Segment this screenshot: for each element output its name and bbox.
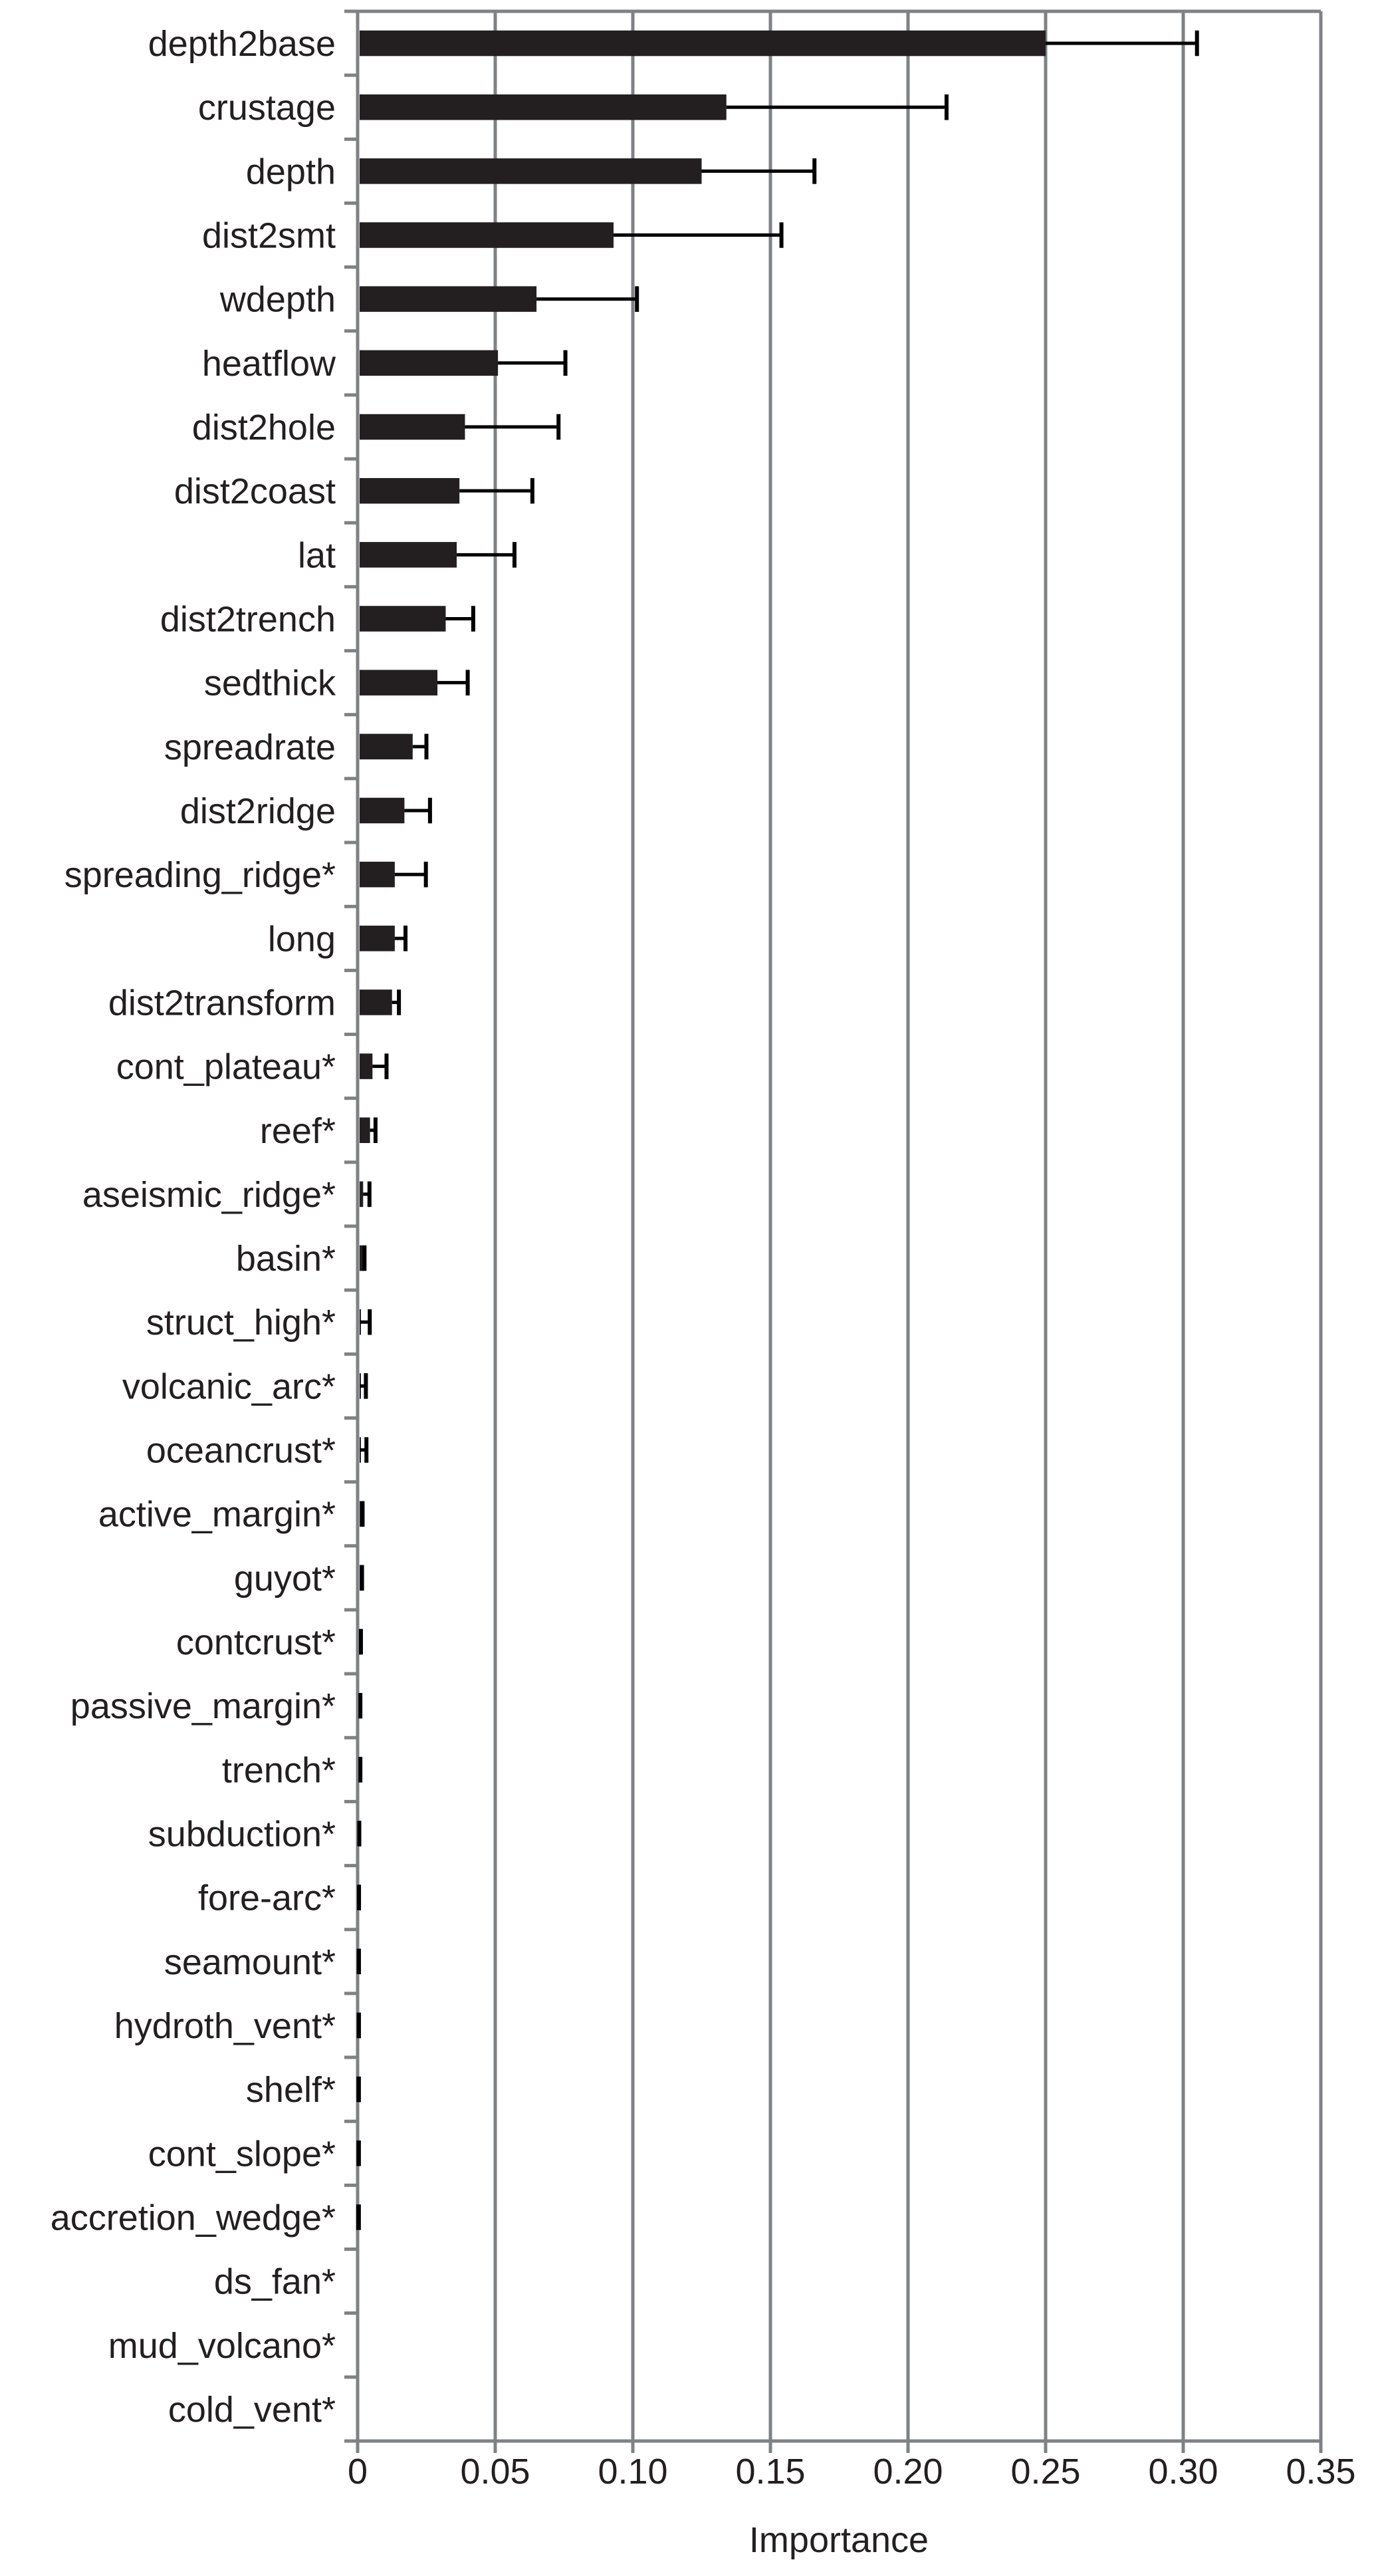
- x-tick-label: 0.25: [1010, 2452, 1080, 2492]
- category-label: mud_volcano*: [108, 2326, 336, 2366]
- x-tick-label: 0.30: [1148, 2452, 1218, 2492]
- category-label: seamount*: [164, 1942, 336, 1982]
- category-label: volcanic_arc*: [122, 1366, 336, 1406]
- bar: [360, 861, 395, 888]
- category-label: ds_fan*: [214, 2262, 336, 2302]
- bar: [360, 1053, 373, 1079]
- x-tick-label: 0.05: [460, 2452, 530, 2492]
- category-label: dist2coast: [174, 471, 336, 511]
- category-label: depth2base: [148, 24, 336, 64]
- bar: [360, 1181, 364, 1208]
- error-bars: [356, 30, 1199, 2230]
- category-label: hydroth_vent*: [114, 2006, 336, 2046]
- bar: [360, 542, 457, 568]
- x-tick-label: 0.35: [1286, 2452, 1355, 2492]
- category-label: passive_margin*: [70, 1686, 336, 1726]
- x-tick-label: 0.10: [598, 2452, 667, 2492]
- bar: [360, 1117, 370, 1143]
- category-label: dist2trench: [160, 600, 336, 640]
- bar: [360, 414, 465, 440]
- bar: [360, 350, 499, 376]
- x-tick-label: 0: [348, 2452, 368, 2492]
- x-axis-label: Importance: [749, 2520, 929, 2560]
- category-label: depth: [246, 152, 336, 192]
- category-label: cont_plateau*: [116, 1047, 336, 1087]
- category-label: active_margin*: [98, 1495, 336, 1535]
- bar: [360, 286, 537, 312]
- bar: [360, 2204, 361, 2230]
- bar: [360, 989, 392, 1015]
- category-label: dist2transform: [108, 983, 336, 1023]
- bar: [360, 606, 446, 632]
- category-label: struct_high*: [146, 1303, 336, 1343]
- category-label: oceancrust*: [146, 1431, 336, 1471]
- bar: [360, 222, 614, 248]
- category-label: dist2hole: [192, 408, 336, 448]
- gridlines: [344, 9, 1323, 2453]
- bar: [360, 670, 438, 696]
- category-label: spreadrate: [164, 727, 336, 767]
- category-label: accretion_wedge*: [51, 2198, 336, 2238]
- category-label: fore-arc*: [198, 1878, 336, 1918]
- category-label: dist2smt: [202, 216, 336, 256]
- category-label: trench*: [222, 1750, 336, 1790]
- category-label: contcrust*: [176, 1622, 336, 1662]
- category-labels: depth2base crustage depth dist2smt wdepth hea…: [51, 24, 336, 2430]
- category-label: cold_vent*: [168, 2390, 336, 2430]
- category-label: sedthick: [204, 664, 336, 704]
- category-label: aseismic_ridge*: [82, 1175, 336, 1215]
- bar: [360, 1245, 364, 1271]
- bar: [360, 733, 413, 760]
- category-label: shelf*: [246, 2070, 336, 2110]
- bar: [360, 926, 395, 952]
- category-label: long: [268, 919, 336, 959]
- bar: [360, 94, 727, 120]
- category-label: spreading_ridge*: [64, 855, 336, 895]
- category-label: wdepth: [219, 280, 336, 320]
- category-label: basin*: [236, 1239, 336, 1279]
- category-label: reef*: [260, 1111, 336, 1151]
- x-tick-label: 0.15: [735, 2452, 805, 2492]
- x-tick-labels: 0 0.05 0.10 0.15 0.20 0.25 0.30 0.35: [348, 2452, 1356, 2492]
- bar: [360, 30, 1046, 57]
- x-tick-label: 0.20: [873, 2452, 943, 2492]
- category-label: lat: [298, 535, 336, 575]
- category-label: subduction*: [148, 1815, 336, 1855]
- bar: [360, 158, 702, 184]
- bar: [360, 797, 405, 824]
- category-label: guyot*: [234, 1559, 336, 1599]
- bar: [360, 477, 460, 504]
- category-label: cont_slope*: [148, 2134, 336, 2174]
- category-label: dist2ridge: [180, 791, 336, 831]
- bars: [360, 30, 1046, 2230]
- category-label: heatflow: [202, 344, 336, 384]
- category-label: crustage: [198, 88, 336, 128]
